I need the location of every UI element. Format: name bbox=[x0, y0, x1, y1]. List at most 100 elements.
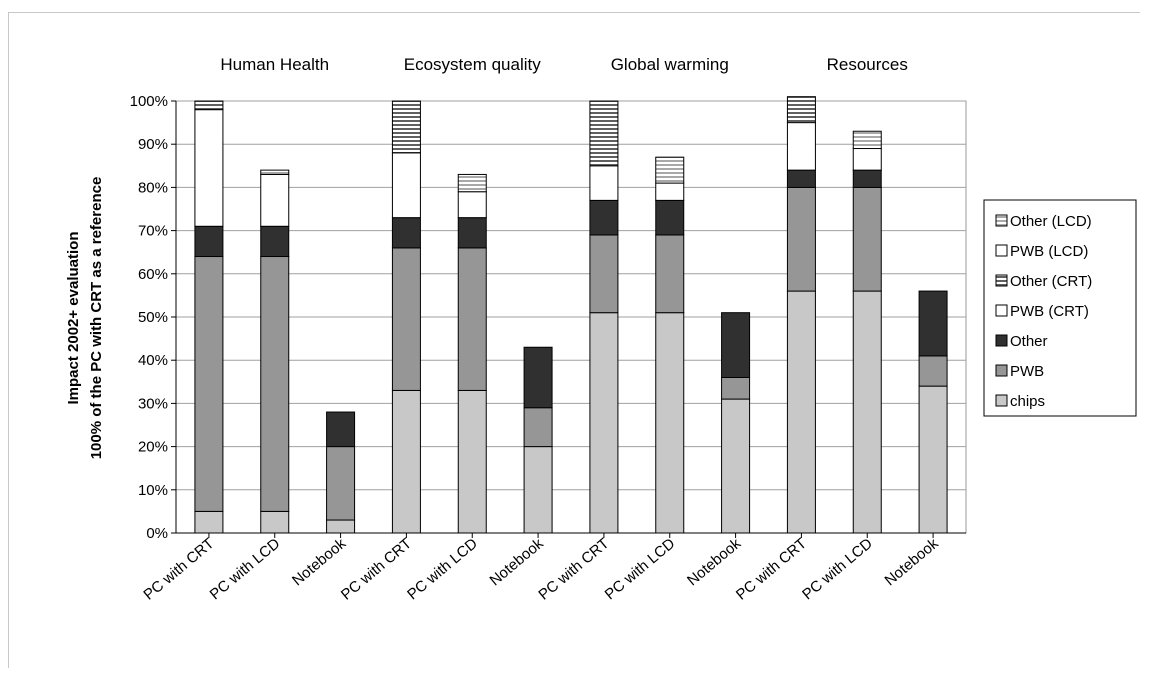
x-tick-label: Notebook bbox=[289, 535, 349, 590]
bars bbox=[194, 96, 948, 534]
legend-box bbox=[983, 199, 1137, 417]
bar-segment-pwb bbox=[655, 234, 685, 314]
bar-segment-other-lcd bbox=[655, 156, 685, 184]
bar-segment-other bbox=[786, 169, 816, 188]
bar-segment-other-crt bbox=[786, 96, 816, 124]
legend-label: PWB (CRT) bbox=[1010, 303, 1089, 320]
y-tick-label: 0% bbox=[146, 525, 168, 542]
bar-segment-chips bbox=[786, 290, 816, 534]
bar-segment-chips bbox=[326, 519, 356, 534]
y-axis-title-line-1: Impact 2002+ evaluation bbox=[65, 232, 82, 405]
bar-segment-chips bbox=[391, 389, 421, 534]
bar-segment-pwb-lcd bbox=[852, 148, 882, 171]
bar-segment-chips bbox=[194, 510, 224, 534]
bar-segment-other bbox=[655, 199, 685, 236]
y-axis-title-line-2: 100% of the PC with CRT as a reference bbox=[88, 177, 105, 460]
bar-segment-pwb bbox=[523, 407, 553, 448]
bar-segment-chips bbox=[655, 312, 685, 534]
bar-segment-other bbox=[457, 217, 487, 249]
legend-swatch bbox=[995, 274, 1008, 287]
bar-segment-chips bbox=[852, 290, 882, 534]
x-tick-label: PC with LCD bbox=[799, 535, 876, 603]
bar-segment-pwb-lcd bbox=[260, 173, 290, 227]
bar-segment-other bbox=[260, 225, 290, 258]
bar-segment-pwb bbox=[260, 256, 290, 512]
x-tick-label: PC with LCD bbox=[404, 535, 481, 603]
y-tick-label: 70% bbox=[138, 223, 168, 240]
y-tick-label: 80% bbox=[138, 179, 168, 196]
bar-segment-pwb bbox=[852, 186, 882, 292]
bar-segment-other-lcd bbox=[852, 130, 882, 150]
legend-label: Other (CRT) bbox=[1010, 273, 1092, 290]
legend-swatch bbox=[995, 334, 1008, 347]
y-tick-label: 100% bbox=[130, 93, 168, 110]
bar-segment-other bbox=[391, 217, 421, 249]
legend: Other (LCD) PWB (LCD) Other (CRT) PWB (CRT)… bbox=[983, 199, 1137, 417]
bar-segment-pwb-crt bbox=[391, 152, 421, 219]
bar-segment-chips bbox=[721, 398, 751, 534]
bar-segment-other bbox=[326, 411, 356, 448]
bar-segment-other bbox=[918, 290, 948, 357]
x-tick-label: PC with LCD bbox=[602, 535, 679, 603]
y-axis: 0% 10% 20% 30% 40% 50% 60% 70% 80% 90% 100% bbox=[130, 93, 177, 542]
x-tick-label: PC with CRT bbox=[338, 535, 415, 604]
bar-segment-other bbox=[721, 312, 751, 378]
bar-segment-pwb bbox=[194, 256, 224, 512]
x-tick-label: PC with CRT bbox=[535, 535, 612, 604]
group-label: Ecosystem quality bbox=[404, 55, 541, 74]
legend-swatch bbox=[995, 214, 1008, 227]
legend-swatch bbox=[995, 244, 1008, 257]
bar-segment-pwb-lcd bbox=[457, 191, 487, 219]
bar-segment-other-crt bbox=[589, 100, 619, 167]
bar-segment-pwb-crt bbox=[589, 165, 619, 201]
bar-segment-pwb bbox=[457, 247, 487, 391]
legend-label: PWB bbox=[1010, 363, 1044, 380]
bar-segment-other bbox=[589, 199, 619, 236]
x-tick-label: PC with CRT bbox=[140, 535, 217, 604]
x-tick-label: PC with CRT bbox=[733, 535, 810, 604]
y-tick-label: 60% bbox=[138, 266, 168, 283]
group-label: Human Health bbox=[220, 55, 329, 74]
bar-segment-other-crt bbox=[391, 100, 421, 154]
legend-swatch bbox=[995, 304, 1008, 317]
legend-swatch bbox=[995, 364, 1008, 377]
x-tick-label: Notebook bbox=[684, 535, 744, 590]
y-tick-label: 20% bbox=[138, 439, 168, 456]
bar-segment-pwb bbox=[721, 376, 751, 400]
chart-frame bbox=[8, 12, 1140, 668]
x-tick-label: Notebook bbox=[882, 535, 942, 590]
bar-segment-pwb bbox=[786, 186, 816, 292]
bar-segment-pwb-crt bbox=[786, 122, 816, 171]
x-tick-label: Notebook bbox=[487, 535, 547, 590]
bar-segment-chips bbox=[457, 389, 487, 534]
bar-segment-chips bbox=[523, 446, 553, 534]
bar-segment-pwb bbox=[589, 234, 619, 314]
plot-area bbox=[175, 100, 967, 534]
y-tick-label: 10% bbox=[138, 482, 168, 499]
bar-segment-other bbox=[852, 169, 882, 188]
group-label: Resources bbox=[827, 55, 908, 74]
group-labels: Human Health Ecosystem quality Global warm… bbox=[220, 55, 907, 74]
bar-segment-other-crt bbox=[194, 100, 224, 111]
legend-label: chips bbox=[1010, 393, 1045, 410]
legend-label: Other bbox=[1010, 333, 1048, 350]
y-tick-label: 40% bbox=[138, 352, 168, 369]
bar-segment-pwb-lcd bbox=[655, 182, 685, 201]
bar-segment-chips bbox=[260, 510, 290, 534]
legend-swatch bbox=[995, 394, 1008, 407]
bar-segment-pwb-crt bbox=[194, 109, 224, 227]
bar-segment-pwb bbox=[326, 446, 356, 521]
legend-label: PWB (LCD) bbox=[1010, 243, 1088, 260]
group-label: Global warming bbox=[611, 55, 729, 74]
y-tick-label: 50% bbox=[138, 309, 168, 326]
bar-segment-other-lcd bbox=[457, 173, 487, 193]
y-tick-label: 90% bbox=[138, 136, 168, 153]
bar-segment-other bbox=[523, 346, 553, 409]
bar-segment-chips bbox=[918, 385, 948, 534]
bar-segment-other bbox=[194, 225, 224, 258]
bar-segment-pwb bbox=[391, 247, 421, 391]
bar-segment-pwb bbox=[918, 355, 948, 387]
legend-label: Other (LCD) bbox=[1010, 213, 1092, 230]
